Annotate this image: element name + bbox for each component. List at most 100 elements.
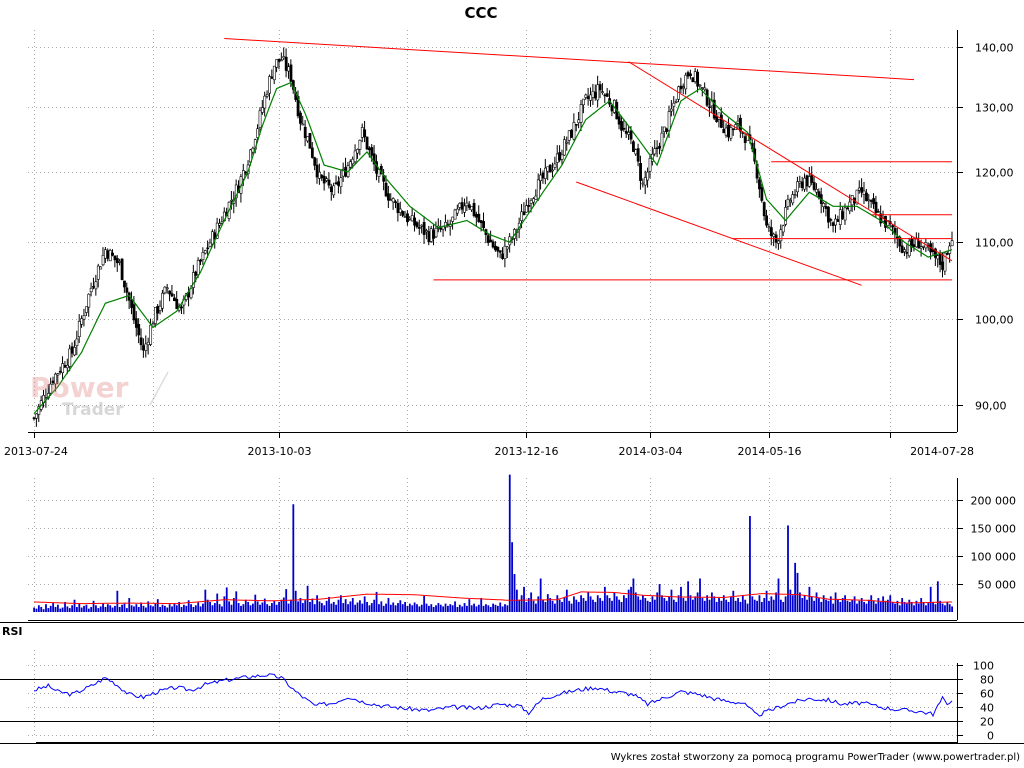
volume-bar bbox=[722, 595, 725, 612]
volume-bar bbox=[753, 599, 756, 612]
candle-body bbox=[777, 240, 780, 244]
volume-bar bbox=[45, 604, 47, 612]
candle-body bbox=[180, 306, 183, 309]
volume-bar bbox=[144, 607, 147, 612]
volume-bar bbox=[102, 603, 104, 612]
candle-body bbox=[810, 174, 814, 183]
candle-body bbox=[524, 205, 528, 213]
volume-bar bbox=[173, 603, 176, 612]
volume-bar bbox=[858, 600, 861, 612]
volume-bar bbox=[259, 604, 261, 612]
volume-bar bbox=[237, 603, 240, 612]
candle-body bbox=[284, 56, 288, 71]
volume-bar bbox=[772, 599, 775, 612]
candle-body bbox=[762, 202, 766, 217]
volume-bar bbox=[537, 596, 540, 612]
volume-bar bbox=[404, 601, 407, 612]
volume-bar bbox=[867, 599, 870, 612]
volume-bar bbox=[64, 601, 66, 612]
candle-body bbox=[643, 177, 647, 186]
volume-bar bbox=[944, 605, 946, 612]
candle-body bbox=[413, 217, 417, 226]
volume-bar bbox=[677, 595, 680, 612]
candle-body bbox=[87, 293, 91, 308]
candle-body bbox=[394, 201, 397, 204]
candle-body bbox=[941, 261, 944, 270]
volume-bar bbox=[672, 599, 675, 612]
volume-bar bbox=[178, 601, 181, 612]
volume-bar bbox=[387, 598, 390, 612]
candle-body bbox=[479, 220, 483, 224]
candle-body bbox=[241, 170, 245, 180]
chart-title: CCC bbox=[464, 4, 497, 22]
x-tick-label: 2014-03-04 bbox=[619, 445, 683, 458]
candle-body bbox=[579, 104, 583, 123]
candle-body bbox=[769, 227, 773, 236]
volume-bar bbox=[413, 602, 416, 612]
candle-body bbox=[168, 290, 172, 295]
candle-body bbox=[793, 194, 797, 196]
volume-bar bbox=[720, 600, 723, 612]
candle-body bbox=[63, 365, 67, 368]
candle-body bbox=[857, 187, 861, 191]
trendline bbox=[224, 38, 914, 81]
candle-body bbox=[417, 227, 421, 229]
volume-bar bbox=[551, 600, 554, 612]
candle-body bbox=[153, 307, 157, 324]
candle-body bbox=[919, 246, 923, 249]
volume-bar bbox=[99, 606, 102, 612]
volume-bar bbox=[339, 595, 342, 612]
candle-body bbox=[912, 244, 916, 248]
volume-bar bbox=[556, 595, 559, 612]
candle-body bbox=[772, 233, 776, 237]
volume-bar bbox=[606, 595, 609, 612]
volume-bar bbox=[477, 604, 480, 612]
x-tick-label: 2013-12-16 bbox=[495, 445, 559, 458]
volume-bar bbox=[734, 600, 737, 612]
candle-body bbox=[111, 252, 114, 256]
volume-bar bbox=[561, 601, 563, 612]
candle-body bbox=[99, 266, 103, 270]
volume-bar bbox=[872, 600, 875, 612]
candle-body bbox=[139, 337, 143, 346]
candle-body bbox=[551, 169, 554, 172]
volume-bar bbox=[332, 601, 335, 612]
volume-bar bbox=[297, 601, 299, 612]
volume-bar bbox=[875, 603, 877, 612]
volume-bar bbox=[758, 595, 761, 612]
price-y-tick-label: 140,00 bbox=[975, 42, 1014, 55]
candle-body bbox=[798, 181, 802, 184]
volume-bar bbox=[620, 601, 623, 612]
candle-body bbox=[712, 99, 716, 119]
candle-body bbox=[781, 225, 785, 233]
volume-bar bbox=[737, 598, 739, 612]
candle-body bbox=[192, 272, 195, 288]
volume-bar bbox=[221, 606, 223, 612]
candle-body bbox=[679, 85, 683, 90]
volume-bar bbox=[49, 605, 52, 612]
volume-bar bbox=[192, 606, 195, 612]
volume-bar bbox=[109, 605, 112, 612]
volume-bar bbox=[489, 606, 492, 612]
volume-bar bbox=[798, 592, 801, 612]
volume-bar bbox=[644, 598, 647, 612]
volume-bar bbox=[37, 605, 40, 612]
volume-y-tick-label: 200 000 bbox=[971, 495, 1017, 508]
volume-bar bbox=[368, 605, 371, 612]
volume-bar bbox=[741, 595, 744, 612]
candle-body bbox=[724, 127, 728, 136]
candle-body bbox=[101, 254, 105, 266]
volume-bar bbox=[535, 603, 537, 612]
volume-bar bbox=[366, 601, 368, 612]
candle-body bbox=[627, 132, 631, 135]
volume-bar bbox=[777, 578, 780, 612]
volume-bar bbox=[230, 604, 233, 612]
candle-body bbox=[327, 179, 331, 186]
x-tick-label: 2013-10-03 bbox=[248, 445, 312, 458]
candle-body bbox=[546, 166, 550, 172]
candle-body bbox=[691, 77, 695, 83]
volume-bar bbox=[442, 606, 445, 612]
candle-body bbox=[681, 86, 685, 88]
volume-bar bbox=[689, 595, 692, 612]
volume-bar bbox=[939, 600, 942, 612]
